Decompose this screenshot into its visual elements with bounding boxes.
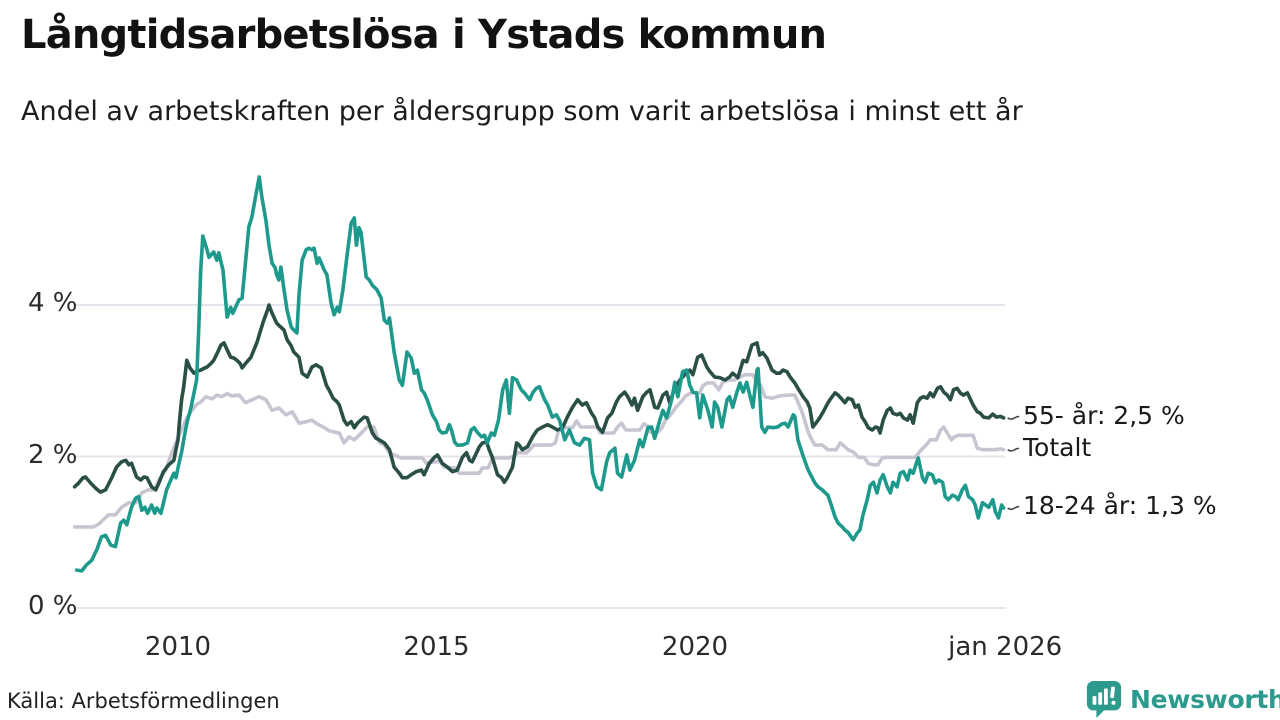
page-subtitle: Andel av arbetskraften per åldersgrupp s… bbox=[21, 96, 1023, 127]
series-line-18-24-år bbox=[74, 175, 1006, 573]
series-label-18-24-år: 18-24 år: 1,3 % bbox=[1023, 491, 1217, 520]
source-note: Källa: Arbetsförmedlingen bbox=[7, 689, 280, 713]
series-line-Totalt bbox=[72, 372, 1006, 529]
newsworthy-wordmark: Newsworthy bbox=[1130, 684, 1280, 714]
annotation-connector bbox=[1007, 505, 1020, 511]
series-label-55--år: 55- år: 2,5 % bbox=[1023, 400, 1185, 430]
annotation-connector bbox=[1007, 447, 1020, 452]
newsworthy-logo: Newsworthy bbox=[1085, 680, 1280, 718]
y-tick-label: 4 % bbox=[28, 288, 78, 318]
bar-chart-glyph bbox=[1092, 686, 1116, 705]
x-tick-label: jan 2026 bbox=[948, 632, 1063, 662]
x-tick-label: 2020 bbox=[661, 632, 729, 662]
y-tick-label: 2 % bbox=[28, 439, 78, 470]
x-tick-label: 2015 bbox=[403, 632, 470, 662]
newsworthy-bubble-icon bbox=[1086, 680, 1122, 718]
x-tick-label: 2010 bbox=[144, 632, 212, 662]
series-label-Totalt: Totalt bbox=[1023, 432, 1092, 462]
y-tick-label: 0 % bbox=[28, 591, 78, 621]
page-title: Långtidsarbetslösa i Ystads kommun bbox=[21, 12, 827, 58]
series-line-55--år bbox=[72, 303, 1006, 494]
annotation-connector bbox=[1007, 415, 1020, 420]
